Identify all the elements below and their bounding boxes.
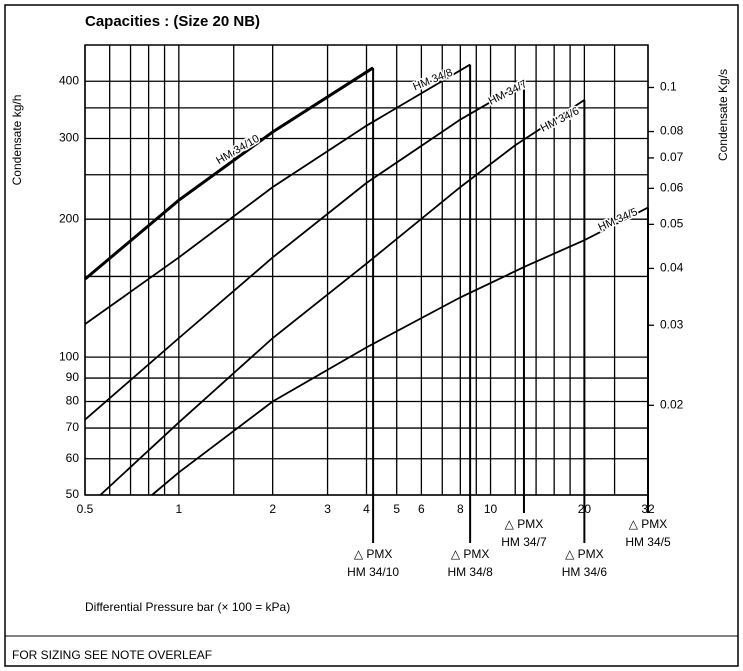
pmx-label: HM 34/7 bbox=[501, 535, 547, 549]
y2-tick-label: 0.08 bbox=[660, 124, 684, 138]
y2-tick-label: 0.06 bbox=[660, 181, 684, 195]
pmx-label: △ PMX bbox=[354, 547, 393, 561]
y2-axis-title: Condensate Kg/s bbox=[716, 69, 730, 161]
y2-tick-label: 0.02 bbox=[660, 397, 684, 411]
series-line bbox=[99, 99, 585, 496]
pmx-label: △ PMX bbox=[451, 547, 490, 561]
pmx-label: HM 34/5 bbox=[625, 535, 671, 549]
y-tick-label: 60 bbox=[66, 451, 80, 465]
x-tick-label: 1 bbox=[175, 502, 182, 516]
y-tick-label: 200 bbox=[59, 211, 79, 225]
series-label: HM 34/7 bbox=[487, 78, 529, 108]
y2-tick-label: 0.05 bbox=[660, 217, 684, 231]
y-axis-title: Condensate kg/h bbox=[10, 95, 24, 186]
x-tick-label: 5 bbox=[393, 502, 400, 516]
y-tick-label: 50 bbox=[66, 487, 80, 501]
series-line bbox=[84, 66, 374, 281]
series-line bbox=[151, 206, 649, 496]
series-line bbox=[84, 63, 471, 325]
pmx-label: △ PMX bbox=[629, 517, 668, 531]
footer: FOR SIZING SEE NOTE OVERLEAF bbox=[12, 648, 212, 662]
x-tick-label: 2 bbox=[269, 502, 276, 516]
y2-tick-label: 0.1 bbox=[660, 80, 677, 94]
pmx-label: HM 34/8 bbox=[447, 565, 493, 579]
pmx-label: △ PMX bbox=[565, 547, 604, 561]
y2-tick-label: 0.03 bbox=[660, 317, 684, 331]
series-label: HM 34/8 bbox=[411, 67, 454, 94]
y2-tick-label: 0.07 bbox=[660, 150, 684, 164]
y-tick-label: 70 bbox=[66, 420, 80, 434]
y2-tick-label: 0.04 bbox=[660, 261, 684, 275]
x-tick-label: 8 bbox=[457, 502, 464, 516]
series-label: HM 34/6 bbox=[539, 105, 581, 135]
chart-title: Capacities : (Size 20 NB) bbox=[85, 13, 260, 30]
x-tick-label: 0.5 bbox=[77, 502, 94, 516]
y-tick-label: 100 bbox=[59, 349, 79, 363]
x-tick-label: 6 bbox=[418, 502, 425, 516]
x-tick-label: 10 bbox=[484, 502, 498, 516]
series-line bbox=[84, 81, 525, 421]
pmx-label: △ PMX bbox=[505, 517, 544, 531]
y-tick-label: 400 bbox=[59, 73, 79, 87]
frame bbox=[4, 4, 739, 667]
series-label: HM 34/5 bbox=[597, 206, 640, 234]
pmx-label: HM 34/6 bbox=[562, 565, 608, 579]
pmx-label: HM 34/10 bbox=[347, 565, 399, 579]
y-tick-label: 300 bbox=[59, 131, 79, 145]
y-tick-label: 80 bbox=[66, 394, 80, 408]
x-tick-label: 3 bbox=[324, 502, 331, 516]
y-tick-label: 90 bbox=[66, 370, 80, 384]
x-axis-title: Differential Pressure bar (× 100 = kPa) bbox=[85, 600, 290, 614]
x-tick-label: 4 bbox=[363, 502, 370, 516]
